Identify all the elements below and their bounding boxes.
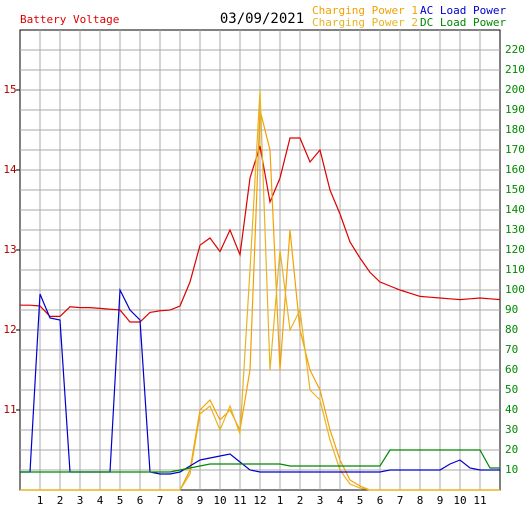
x-tick-label: 7 [157,494,164,507]
legend-label: Charging Power 2 [312,16,418,29]
x-tick-label: 3 [317,494,324,507]
y2-tick-label: 100 [505,283,525,296]
x-tick-label: 9 [437,494,444,507]
x-tick-label: 8 [417,494,424,507]
y-tick-label: 12 [3,323,16,336]
y2-tick-label: 80 [505,323,518,336]
x-tick-label: 6 [377,494,384,507]
data-line [20,137,501,323]
y2-tick-label: 220 [505,43,525,56]
y-axis-label: Battery Voltage [20,13,119,26]
y-tick-label: 15 [3,83,16,96]
y-tick-label: 13 [3,243,16,256]
x-tick-label: 2 [57,494,64,507]
legend-label: DC Load Power [420,16,506,29]
y2-tick-label: 210 [505,63,525,76]
y2-tick-label: 30 [505,423,518,436]
chart-title: 03/09/2021 [220,11,304,27]
y2-tick-label: 130 [505,223,525,236]
x-tick-label: 3 [77,494,84,507]
x-tick-label: 1 [37,494,44,507]
y2-tick-label: 50 [505,383,518,396]
x-tick-label: 6 [137,494,144,507]
y2-tick-label: 170 [505,143,525,156]
y-tick-label: 11 [3,403,16,416]
x-tick-label: 11 [233,494,246,507]
x-tick-label: 2 [297,494,304,507]
data-line [20,89,500,491]
y2-tick-label: 110 [505,263,525,276]
y2-tick-label: 10 [505,463,518,476]
data-line [20,449,500,473]
x-tick-label: 5 [357,494,364,507]
y2-tick-label: 180 [505,123,525,136]
y2-tick-label: 20 [505,443,518,456]
x-tick-label: 10 [213,494,226,507]
x-tick-label: 10 [453,494,466,507]
x-tick-label: 9 [197,494,204,507]
y2-tick-label: 160 [505,163,525,176]
y2-tick-label: 150 [505,183,525,196]
x-tick-label: 5 [117,494,124,507]
x-tick-label: 7 [397,494,404,507]
y2-tick-label: 190 [505,103,525,116]
x-tick-label: 4 [97,494,104,507]
x-tick-label: 12 [253,494,266,507]
y2-tick-label: 70 [505,343,518,356]
legend-label: AC Load Power [420,4,506,17]
x-tick-label: 11 [473,494,486,507]
legend-label: Charging Power 1 [312,4,418,17]
y2-tick-label: 60 [505,363,518,376]
y2-tick-label: 120 [505,243,525,256]
y2-tick-label: 90 [505,303,518,316]
x-tick-label: 8 [177,494,184,507]
y2-tick-label: 140 [505,203,525,216]
y-tick-label: 14 [3,163,17,176]
y2-tick-label: 200 [505,83,525,96]
x-tick-label: 1 [277,494,284,507]
y2-tick-label: 40 [505,403,518,416]
x-tick-label: 4 [337,494,344,507]
